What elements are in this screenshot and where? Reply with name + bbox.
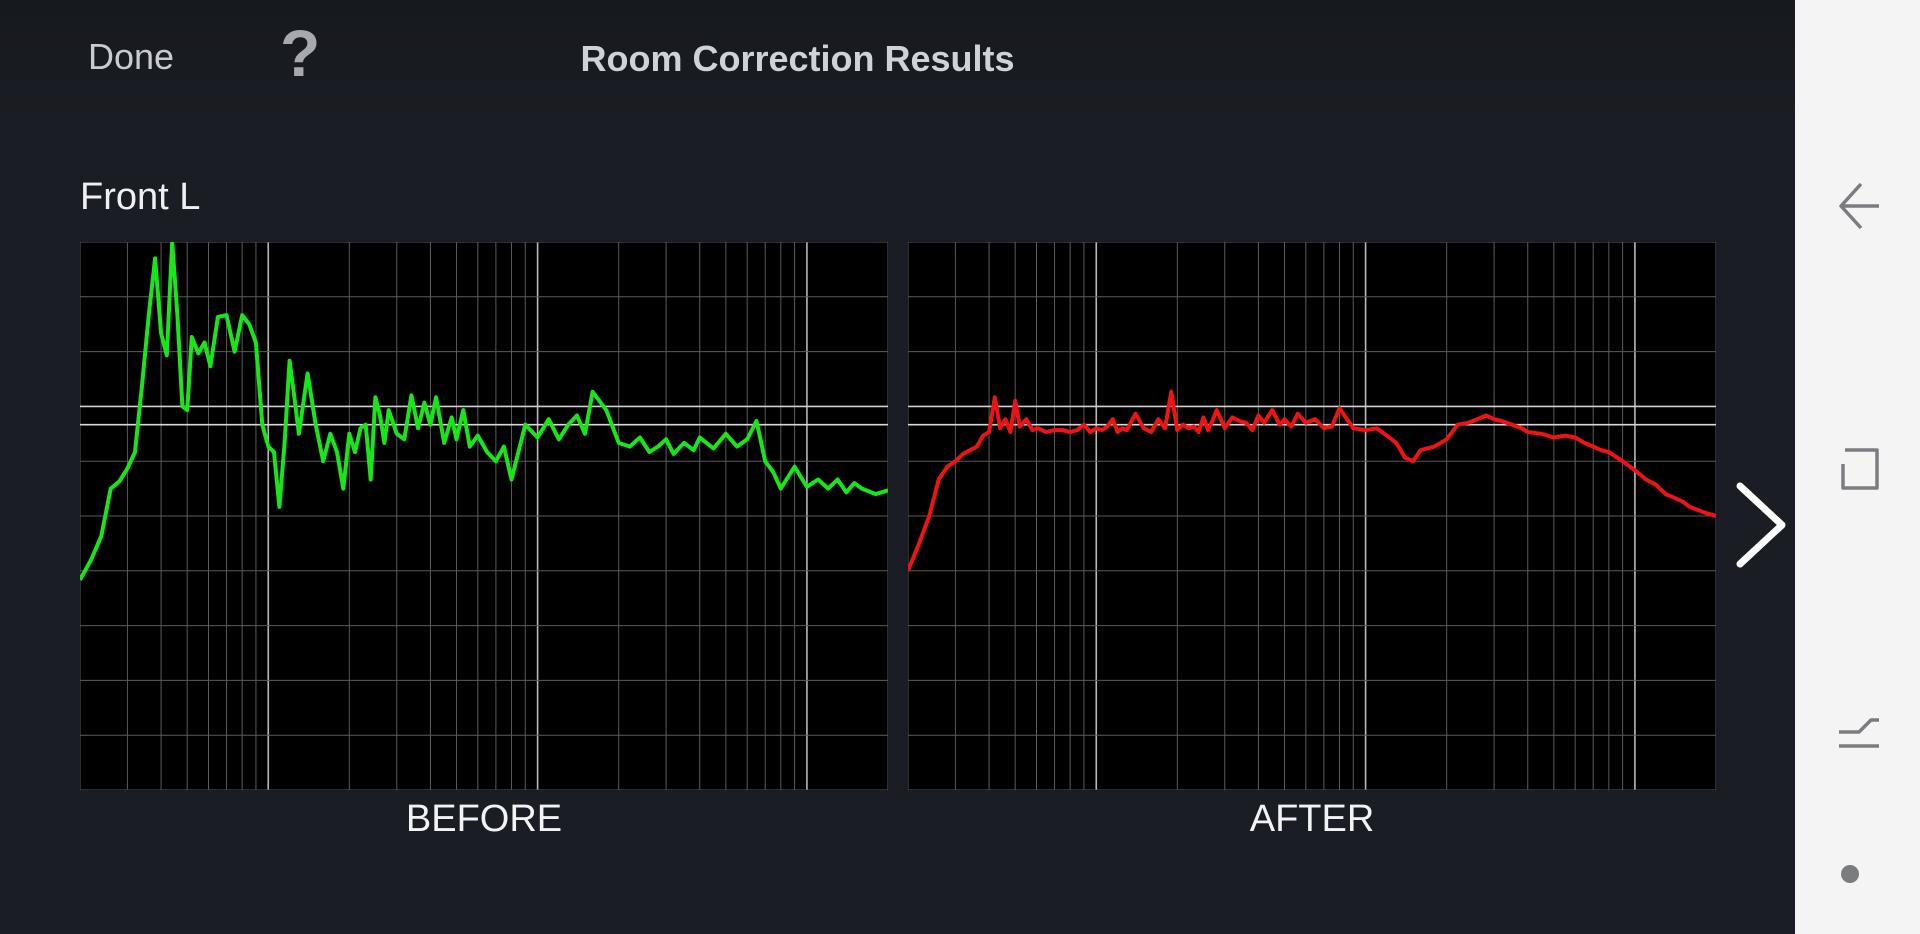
before-chart bbox=[80, 242, 888, 790]
nav-dot-button[interactable] bbox=[1831, 846, 1887, 902]
app-window: Done ? Room Correction Results Front L B… bbox=[0, 0, 1795, 840]
before-response-line bbox=[80, 242, 888, 581]
next-button[interactable] bbox=[1732, 480, 1792, 570]
chevron-right-icon bbox=[1736, 482, 1786, 568]
nav-back-button[interactable] bbox=[1831, 178, 1887, 234]
page-title: Room Correction Results bbox=[0, 38, 1795, 80]
done-button[interactable]: Done bbox=[88, 36, 175, 77]
page-title-text: Room Correction Results bbox=[580, 38, 1015, 79]
back-arrow-icon bbox=[1839, 182, 1879, 230]
home-icon bbox=[1839, 718, 1879, 748]
before-chart-svg bbox=[80, 242, 888, 790]
after-response-line bbox=[908, 389, 1716, 572]
nav-home-button[interactable] bbox=[1831, 706, 1887, 762]
after-chart bbox=[908, 242, 1716, 790]
after-label: AFTER bbox=[1249, 798, 1375, 840]
system-nav-bar bbox=[1795, 0, 1920, 934]
recents-icon bbox=[1841, 448, 1879, 490]
nav-recents-button[interactable] bbox=[1831, 440, 1887, 496]
top-bar: Done ? Room Correction Results bbox=[0, 0, 1795, 120]
after-chart-svg bbox=[908, 242, 1716, 790]
dot-icon bbox=[1841, 865, 1859, 883]
before-label: BEFORE bbox=[405, 798, 563, 840]
channel-name: Front L bbox=[80, 176, 201, 218]
help-button[interactable]: ? bbox=[280, 16, 321, 90]
